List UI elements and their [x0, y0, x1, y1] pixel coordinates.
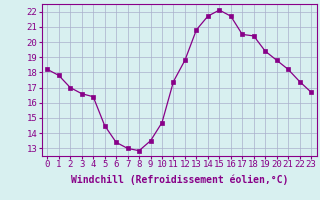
- X-axis label: Windchill (Refroidissement éolien,°C): Windchill (Refroidissement éolien,°C): [70, 175, 288, 185]
